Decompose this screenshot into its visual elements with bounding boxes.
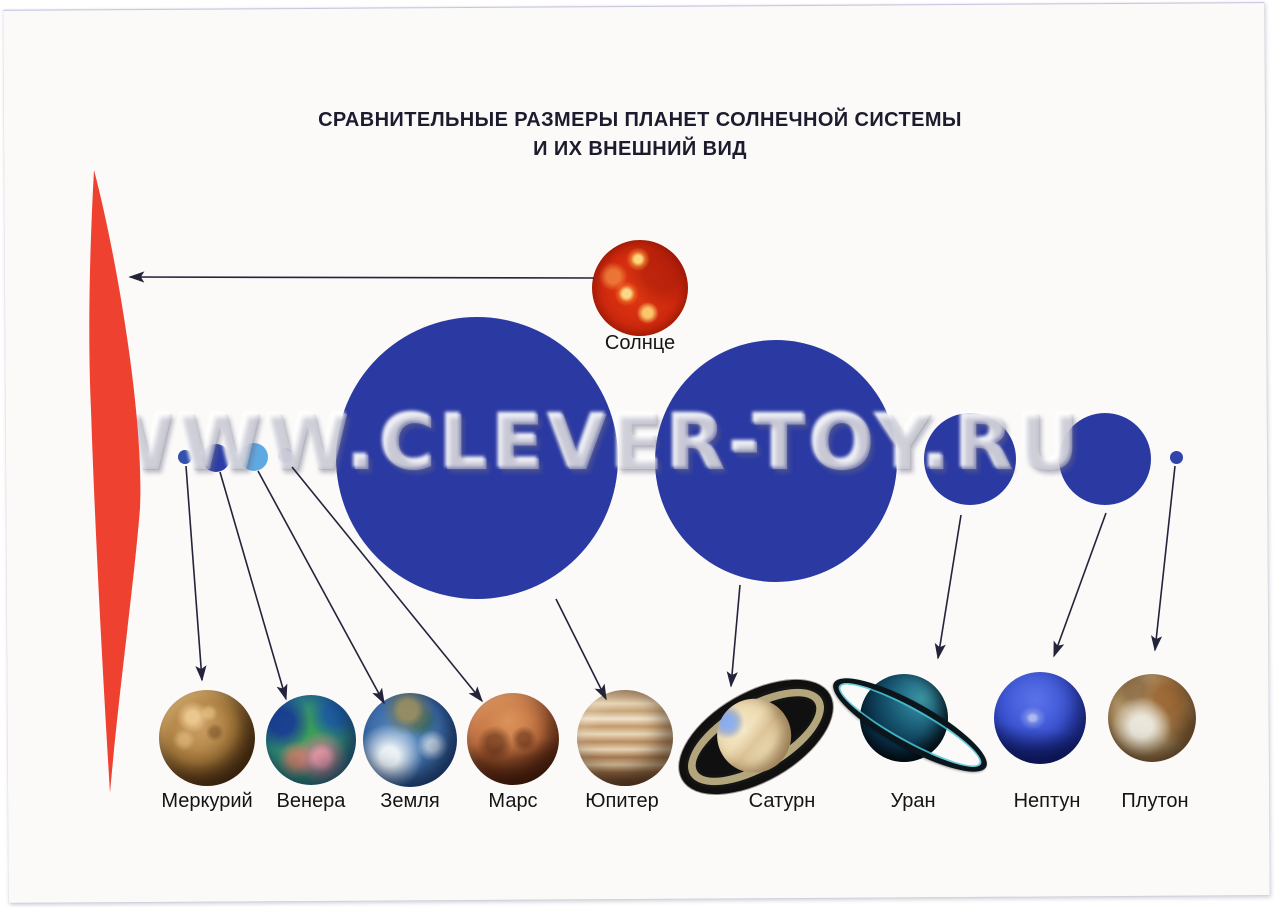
label-neptune: Нептун bbox=[1013, 790, 1081, 812]
arrow-earth bbox=[257, 470, 385, 705]
arrow-pluto bbox=[1150, 465, 1176, 652]
watermark: WWW.CLEVER-TOY.RU bbox=[90, 398, 1084, 487]
label-uranus: Уран bbox=[890, 790, 936, 812]
size-circle-venus bbox=[202, 444, 230, 472]
uranus-photo bbox=[860, 674, 948, 762]
arrow-mars bbox=[291, 466, 484, 703]
arrow-neptune bbox=[1053, 512, 1107, 658]
size-circle-uranus bbox=[924, 413, 1016, 505]
size-circle-mars bbox=[278, 448, 293, 463]
size-circle-jupiter bbox=[336, 317, 618, 599]
poster-title: СРАВНИТЕЛЬНЫЕ РАЗМЕРЫ ПЛАНЕТ СОЛНЕЧНОЙ С… bbox=[0, 106, 1280, 164]
earth-photo bbox=[363, 693, 457, 787]
label-earth: Земля bbox=[380, 790, 440, 812]
sun-label: Солнце bbox=[604, 332, 676, 354]
label-mercury: Меркурий bbox=[161, 790, 253, 812]
size-circle-pluto bbox=[1170, 451, 1183, 464]
jupiter-photo bbox=[577, 690, 673, 786]
size-circle-neptune bbox=[1059, 413, 1151, 505]
neptune-photo bbox=[994, 672, 1086, 764]
arrow-saturn bbox=[726, 584, 741, 688]
title-line-1: СРАВНИТЕЛЬНЫЕ РАЗМЕРЫ ПЛАНЕТ СОЛНЕЧНОЙ С… bbox=[318, 109, 962, 131]
sun-scale-crescent bbox=[89, 170, 141, 793]
venus-photo bbox=[266, 695, 356, 785]
label-jupiter: Юпитер bbox=[585, 790, 659, 812]
arrow-venus bbox=[219, 471, 288, 701]
arrow-to-sun-crescent bbox=[128, 271, 595, 283]
size-circle-mercury bbox=[178, 450, 192, 464]
mars-photo bbox=[467, 693, 559, 785]
mercury-photo bbox=[159, 690, 255, 786]
arrow-mercury bbox=[185, 465, 207, 682]
sun-photo bbox=[592, 240, 688, 336]
size-circle-earth bbox=[240, 443, 268, 471]
pluto-photo bbox=[1108, 674, 1196, 762]
label-mars: Марс bbox=[488, 790, 538, 812]
arrow-uranus bbox=[934, 514, 962, 660]
title-line-2: И ИХ ВНЕШНИЙ ВИД bbox=[533, 138, 747, 160]
size-circle-saturn bbox=[655, 340, 897, 582]
label-venus: Венера bbox=[276, 790, 346, 812]
label-saturn: Сатурн bbox=[748, 790, 816, 812]
label-pluto: Плутон bbox=[1121, 790, 1189, 812]
arrow-jupiter bbox=[555, 598, 607, 701]
